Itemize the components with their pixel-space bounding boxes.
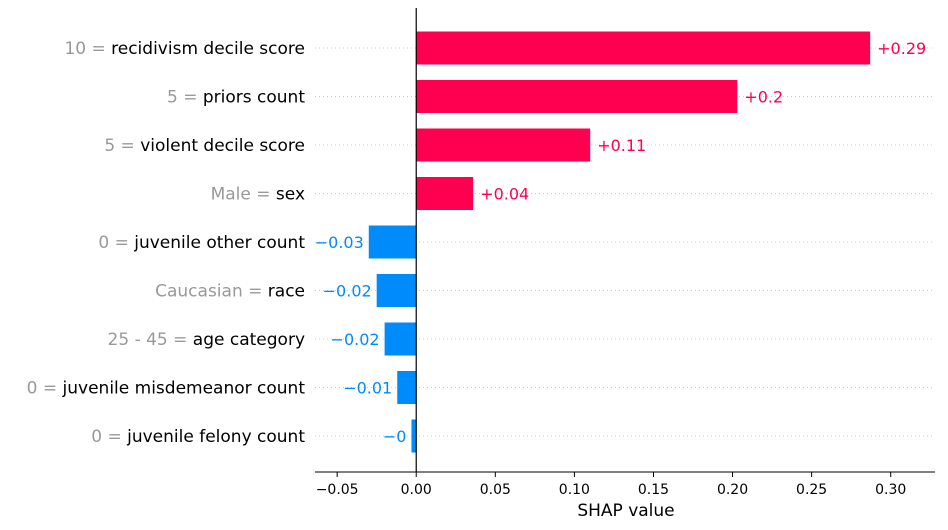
x-tick-label: −0.05 [316, 482, 359, 498]
feature-label: Male = sex [211, 185, 305, 205]
feature-label: Caucasian = race [155, 282, 305, 302]
x-tick-label: 0.05 [480, 482, 511, 498]
feature-name-text: sex [276, 185, 305, 205]
feature-name-text: recidivism decile score [111, 39, 305, 59]
feature-label: 5 = priors count [167, 88, 305, 108]
value-label: +0.04 [480, 185, 529, 204]
bar-sex [416, 177, 474, 210]
feature-value-text: Caucasian = [155, 282, 268, 302]
feature-name-text: priors count [203, 88, 305, 108]
feature-label: 0 = juvenile felony count [91, 427, 305, 447]
feature-label-layer: 10 = recidivism decile score 5 = priors c… [27, 39, 306, 447]
value-label: −0.02 [323, 282, 372, 301]
feature-name-text: age category [193, 330, 305, 350]
value-label: +0.29 [877, 39, 926, 58]
bar-priors-count [416, 80, 738, 113]
bar-violent-decile-score [416, 128, 591, 162]
value-label: −0.01 [343, 379, 392, 398]
value-label: −0 [383, 427, 407, 446]
feature-label: 0 = juvenile misdemeanor count [27, 379, 306, 399]
bar-age-category [384, 322, 417, 356]
bar-juvenile-misdemeanor-count [397, 371, 417, 404]
value-label: +0.11 [597, 136, 646, 155]
bar-race [376, 274, 417, 307]
feature-name-text: juvenile felony count [126, 427, 305, 447]
x-tick-label: 0.00 [401, 482, 432, 498]
value-label: −0.03 [315, 233, 364, 252]
feature-label: 0 = juvenile other count [98, 233, 305, 253]
bar-recidivism-decile-score [416, 31, 871, 65]
feature-value-text: 0 = [27, 379, 63, 399]
value-label: +0.2 [744, 88, 783, 107]
x-axis-label: SHAP value [577, 501, 674, 521]
feature-value-text: Male = [211, 185, 276, 205]
feature-name-text: juvenile other count [133, 233, 305, 253]
feature-name-text: race [268, 282, 305, 302]
feature-value-text: 5 = [167, 88, 203, 108]
x-tick-label: 0.20 [717, 482, 748, 498]
feature-name-text: juvenile misdemeanor count [62, 379, 306, 399]
feature-value-text: 0 = [98, 233, 134, 253]
value-label-layer: +0.29 +0.2 +0.11 +0.04 −0.03 −0.02 −0.02 −0.01 −… [315, 39, 926, 446]
x-tick-label: 0.15 [638, 482, 669, 498]
value-label: −0.02 [331, 330, 380, 349]
feature-label: 10 = recidivism decile score [64, 39, 305, 59]
x-axis: −0.05 0.00 0.05 0.10 0.15 0.20 0.25 0.30 [315, 471, 935, 498]
feature-value-text: 25 - 45 = [108, 330, 193, 350]
x-tick-label: 0.10 [559, 482, 590, 498]
feature-value-text: 10 = [64, 39, 111, 59]
feature-value-text: 0 = [91, 427, 127, 447]
x-tick-label: 0.30 [875, 482, 906, 498]
feature-label: 5 = violent decile score [104, 136, 305, 156]
bar-juvenile-felony-count [411, 419, 417, 453]
bar-layer [368, 8, 871, 472]
feature-name-text: violent decile score [140, 136, 305, 156]
bar-juvenile-other-count [368, 225, 417, 259]
x-tick-label: 0.25 [796, 482, 827, 498]
feature-value-text: 5 = [104, 136, 140, 156]
feature-label: 25 - 45 = age category [108, 330, 305, 350]
